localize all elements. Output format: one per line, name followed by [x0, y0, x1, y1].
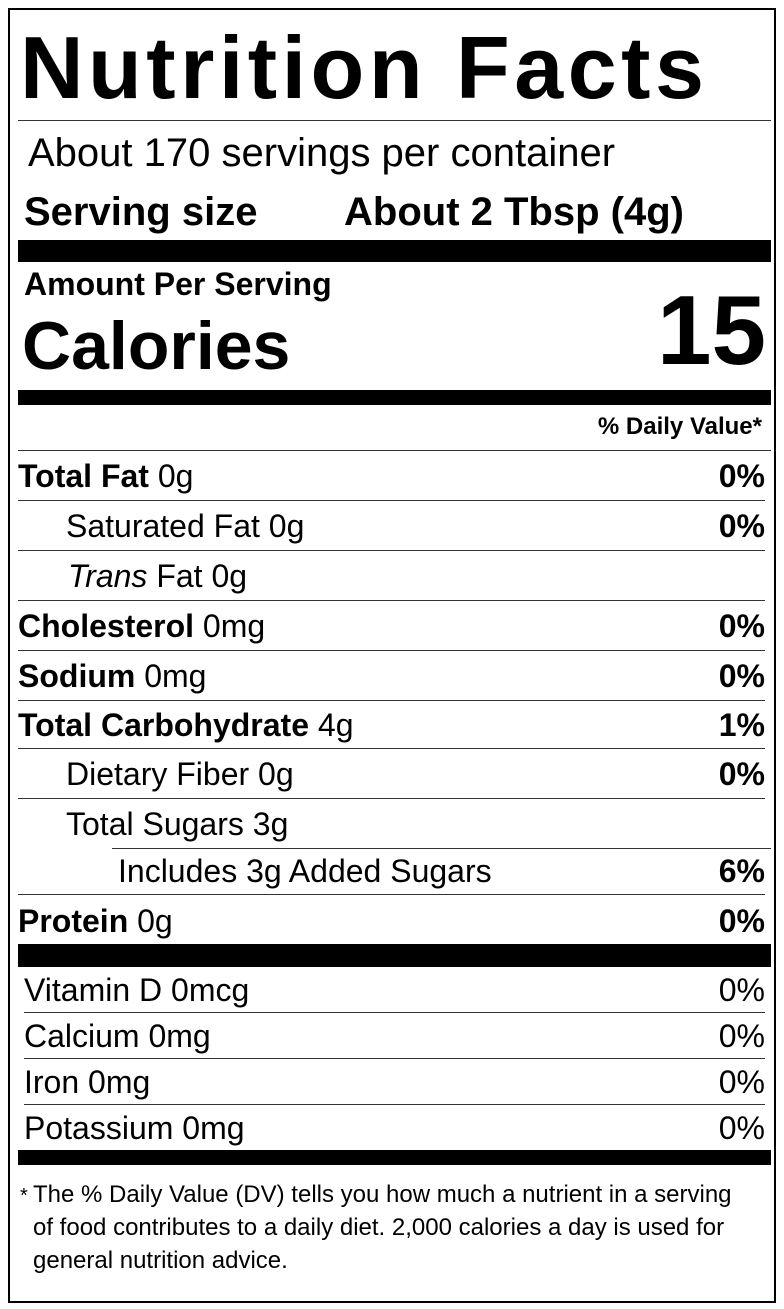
nutrient-dv: 0% — [718, 756, 765, 792]
nutrient-amount: 0mg — [144, 658, 207, 694]
vitamin-name: Vitamin D — [24, 972, 163, 1008]
amount-per-serving: Amount Per Serving — [24, 266, 332, 302]
nutrient-amount: 0g — [157, 458, 194, 494]
footnote-mark: * — [20, 1185, 28, 1207]
calories-label: Calories — [22, 308, 291, 384]
vitamin-dv: 0% — [718, 972, 765, 1008]
vitamin-amount: 0mg — [88, 1064, 151, 1100]
nutrient-row: Cholesterol 0mg 0% — [18, 601, 765, 651]
vitamin-row: Vitamin D 0mcg 0% — [24, 967, 765, 1013]
vitamin-name: Iron — [24, 1064, 80, 1100]
vitamin-name: Calcium — [24, 1018, 140, 1054]
nutrient-name-italic: Trans — [68, 558, 148, 594]
nutrient-name: Total Fat — [18, 458, 149, 494]
thick-rule — [18, 240, 771, 262]
nutrient-dv: 0% — [718, 458, 765, 494]
title: Nutrition Facts — [20, 18, 709, 117]
rule — [18, 450, 771, 451]
nutrient-amount: 4g — [317, 707, 354, 743]
vitamin-name: Potassium — [24, 1110, 174, 1146]
label-border — [8, 8, 776, 1303]
nutrient-name: Total Sugars — [66, 806, 244, 842]
thick-rule — [18, 944, 771, 967]
nutrient-name: Saturated Fat — [66, 508, 260, 544]
rule — [18, 120, 771, 121]
nutrient-name: Total Carbohydrate — [18, 707, 309, 743]
medium-rule — [18, 1150, 771, 1165]
nutrient-row: Dietary Fiber 0g 0% — [18, 749, 765, 799]
nutrient-row: Total Fat 0g 0% — [18, 451, 765, 501]
daily-value-header: % Daily Value* — [597, 413, 762, 440]
nutrient-row: Total Carbohydrate 4g 1% — [18, 701, 765, 749]
nutrient-name: Sodium — [18, 658, 136, 694]
nutrient-row: Sodium 0mg 0% — [18, 651, 765, 701]
nutrient-amount: 3g — [252, 806, 289, 842]
nutrient-name: Includes 3g Added Sugars — [118, 853, 492, 889]
rule — [112, 848, 771, 849]
vitamin-amount: 0mcg — [171, 972, 250, 1008]
vitamin-dv: 0% — [718, 1018, 765, 1054]
nutrient-name: Cholesterol — [18, 608, 195, 644]
nutrient-amount: 0g — [258, 756, 294, 792]
nutrient-amount: 0g — [137, 903, 173, 939]
nutrient-dv: 0% — [718, 658, 765, 694]
nutrient-dv: 6% — [718, 853, 765, 889]
nutrient-amount: 0g — [268, 508, 305, 544]
nutrient-amount: 0g — [211, 558, 248, 594]
serving-size-value: About 2 Tbsp (4g) — [344, 190, 684, 234]
nutrient-row: Total Sugars 3g — [18, 799, 765, 848]
nutrient-dv: 1% — [718, 707, 765, 743]
nutrient-row: Saturated Fat 0g 0% — [18, 501, 765, 551]
vitamin-row: Potassium 0mg 0% — [24, 1105, 765, 1150]
nutrient-name: Protein — [18, 903, 129, 939]
nutrient-row: Includes 3g Added Sugars 6% — [18, 849, 765, 895]
nutrient-row: Trans Fat 0g — [18, 551, 765, 601]
vitamin-row: Iron 0mg 0% — [24, 1059, 765, 1105]
serving-size-label: Serving size — [24, 190, 258, 234]
medium-rule — [18, 390, 771, 405]
vitamin-dv: 0% — [718, 1064, 765, 1100]
nutrient-dv: 0% — [718, 508, 765, 544]
vitamin-amount: 0mg — [148, 1018, 211, 1054]
vitamin-row: Calcium 0mg 0% — [24, 1013, 765, 1059]
nutrient-dv: 0% — [718, 608, 765, 644]
calories-value: 15 — [656, 275, 766, 385]
nutrient-name: Fat — [156, 558, 203, 594]
nutrient-row: Protein 0g 0% — [18, 896, 765, 945]
nutrient-amount: 0mg — [202, 608, 266, 644]
nutrient-dv: 0% — [718, 903, 765, 939]
vitamin-dv: 0% — [718, 1110, 765, 1146]
servings: About 170 servings per container — [28, 131, 616, 175]
nutrient-name: Dietary Fiber — [66, 756, 250, 792]
vitamin-amount: 0mg — [182, 1110, 245, 1146]
footnote-text: The % Daily Value (DV) tells you how muc… — [33, 1181, 732, 1274]
